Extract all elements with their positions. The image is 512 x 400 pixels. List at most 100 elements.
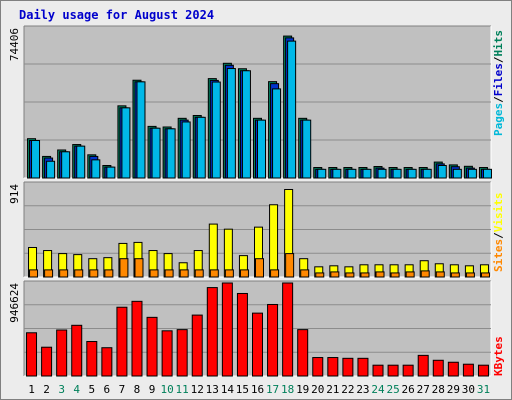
- bar-kbytes-day-19: [297, 329, 309, 377]
- bar-sites-day-13: [209, 269, 219, 278]
- panel-legend: Sites/Visits: [492, 193, 505, 273]
- x-tick-label: 6: [104, 383, 111, 396]
- bar-pages-day-23: [362, 168, 372, 179]
- panel-kbytes: 946624 KBytes: [8, 280, 505, 377]
- bar-kbytes-day-8: [131, 300, 143, 377]
- bar-pages-day-9: [151, 127, 161, 179]
- bar-kbytes-day-26: [402, 364, 414, 377]
- bar-kbytes-day-2: [41, 346, 53, 377]
- x-tick-label: 20: [311, 383, 324, 396]
- panel-ymax-label: 946624: [8, 283, 21, 323]
- legend-item-2: Visits: [492, 193, 505, 233]
- x-tick-label: 21: [326, 383, 339, 396]
- bar-visits-day-17: [269, 204, 279, 278]
- bar-kbytes-day-15: [236, 292, 248, 377]
- x-tick-label: 8: [134, 383, 141, 396]
- bar-sites-day-14: [224, 269, 234, 278]
- bar-pages-day-7: [121, 107, 131, 179]
- bar-kbytes-day-30: [462, 363, 474, 377]
- x-tick-label: 30: [462, 383, 475, 396]
- bar-sites-day-26: [405, 271, 415, 278]
- bar-sites-day-7: [119, 258, 129, 278]
- bar-sites-day-31: [480, 272, 490, 278]
- bar-kbytes-day-11: [176, 329, 188, 377]
- bar-kbytes-day-22: [342, 357, 354, 377]
- bar-pages-day-17: [272, 88, 282, 179]
- bar-sites-day-28: [435, 271, 445, 278]
- bar-kbytes-day-7: [116, 306, 128, 377]
- bar-pages-day-13: [211, 81, 221, 179]
- x-tick-label: 25: [386, 383, 399, 396]
- bar-sites-day-25: [390, 272, 400, 278]
- bar-kbytes-day-1: [26, 332, 38, 377]
- x-tick-label: 11: [176, 383, 189, 396]
- bar-sites-day-17: [270, 269, 280, 278]
- bar-kbytes-day-12: [191, 314, 203, 377]
- bar-kbytes-day-25: [387, 364, 399, 377]
- legend-item-1: /: [492, 232, 505, 239]
- bar-pages-day-30: [467, 168, 477, 179]
- x-tick-label: 10: [160, 383, 173, 396]
- panel-ymax-label: 74406: [8, 28, 21, 61]
- bar-pages-day-28: [437, 165, 447, 179]
- bar-kbytes-day-18: [282, 282, 294, 377]
- bar-sites-day-23: [360, 272, 370, 278]
- bar-sites-day-16: [255, 258, 264, 278]
- legend-item-4: Hits: [492, 30, 505, 57]
- bar-kbytes-day-17: [267, 303, 279, 377]
- x-tick-label: 27: [417, 383, 430, 396]
- panel-ymax-label: 914: [8, 184, 21, 204]
- bar-pages-day-1: [31, 140, 41, 179]
- bar-pages-day-15: [241, 70, 251, 179]
- bar-sites-day-9: [149, 269, 159, 278]
- bar-kbytes-day-13: [206, 287, 218, 377]
- bar-kbytes-day-4: [71, 324, 83, 377]
- bar-pages-day-31: [482, 168, 492, 179]
- bar-sites-day-10: [164, 269, 174, 278]
- bar-sites-day-21: [330, 271, 340, 278]
- bar-pages-day-3: [61, 151, 71, 179]
- bar-sites-day-3: [59, 269, 69, 278]
- bar-kbytes-day-3: [56, 329, 68, 377]
- bar-kbytes-day-28: [432, 359, 444, 377]
- bar-kbytes-day-14: [221, 282, 233, 377]
- x-tick-label: 26: [402, 383, 415, 396]
- panel-legend: KBytes: [492, 336, 505, 376]
- x-tick-label: 31: [477, 383, 490, 396]
- x-tick-label: 15: [236, 383, 249, 396]
- bar-kbytes-day-31: [477, 364, 489, 377]
- bar-kbytes-day-23: [357, 357, 369, 377]
- bar-sites-day-27: [420, 270, 430, 278]
- x-tick-label: 13: [206, 383, 219, 396]
- bar-pages-day-22: [347, 168, 357, 179]
- bar-sites-day-19: [300, 269, 310, 278]
- bar-pages-day-8: [136, 81, 146, 179]
- bar-sites-day-6: [104, 269, 114, 278]
- x-tick-label: 14: [221, 383, 235, 396]
- bar-sites-day-15: [239, 269, 249, 278]
- bar-sites-day-12: [194, 269, 204, 278]
- bar-kbytes-day-27: [417, 354, 429, 377]
- bar-kbytes-day-21: [327, 357, 339, 377]
- bar-kbytes-day-10: [161, 330, 173, 377]
- bar-pages-day-12: [196, 116, 206, 179]
- bar-pages-day-25: [392, 168, 402, 179]
- x-tick-label: 24: [371, 383, 385, 396]
- legend-item-0: Sites: [492, 239, 505, 272]
- legend-item-0: Pages: [492, 103, 505, 136]
- bar-pages-day-26: [407, 168, 417, 179]
- bar-kbytes-day-6: [101, 347, 113, 377]
- bar-visits-day-13: [208, 223, 218, 278]
- x-tick-label: 1: [28, 383, 35, 396]
- x-axis-ticks: 1 2 3 4 5 6 7 8 9 10 11 12 13 14 15 16 17 18 19 20 21 22 23 24 2…: [28, 383, 490, 396]
- bar-pages-day-10: [166, 128, 176, 179]
- bar-sites-day-2: [44, 269, 54, 278]
- x-tick-label: 9: [149, 383, 156, 396]
- bar-kbytes-day-20: [312, 357, 324, 377]
- bar-sites-day-18: [285, 253, 295, 278]
- bar-pages-day-4: [76, 145, 86, 179]
- bar-pages-day-2: [46, 160, 56, 179]
- bar-kbytes-day-9: [146, 316, 158, 377]
